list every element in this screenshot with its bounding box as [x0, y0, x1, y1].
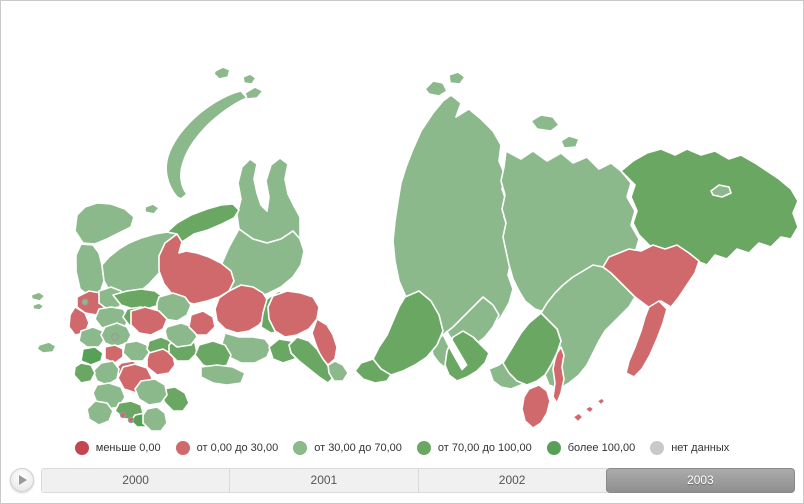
map-region[interactable]	[73, 362, 96, 384]
map-region[interactable]	[110, 333, 119, 342]
legend-item[interactable]: от 0,00 до 30,00	[175, 441, 279, 455]
map-region[interactable]	[188, 310, 216, 336]
legend-label: от 70,00 до 100,00	[437, 442, 532, 454]
timeline-year-cell[interactable]: 2001	[229, 468, 419, 493]
legend-swatch	[650, 441, 665, 455]
map-region[interactable]	[572, 412, 584, 423]
map-region[interactable]	[448, 71, 466, 85]
year-bar: 2000 2001 2002 2003	[41, 468, 795, 493]
map-region[interactable]	[236, 157, 301, 244]
map-region[interactable]	[156, 292, 192, 322]
map-region[interactable]	[74, 202, 135, 245]
timeline-year-cell[interactable]: 2003	[605, 468, 795, 493]
map-legend: меньше 0,00 от 0,00 до 30,00 от 30,00 до…	[1, 438, 803, 458]
map-region[interactable]	[122, 340, 150, 362]
timeline-year-cell[interactable]: 2002	[417, 468, 607, 493]
play-button[interactable]	[10, 468, 34, 492]
play-icon	[19, 475, 27, 485]
map-region[interactable]	[521, 384, 551, 429]
map-region[interactable]	[424, 80, 448, 97]
map-region[interactable]	[560, 135, 580, 149]
map-region[interactable]	[80, 346, 104, 366]
map-region[interactable]	[146, 348, 176, 376]
map-region[interactable]	[142, 406, 168, 432]
map-region[interactable]	[194, 340, 232, 370]
map-region[interactable]	[200, 364, 246, 386]
legend-item[interactable]: меньше 0,00	[74, 441, 161, 455]
map-region[interactable]	[213, 66, 231, 80]
legend-label: от 0,00 до 30,00	[196, 442, 279, 454]
legend-label: более 100,00	[567, 442, 636, 454]
map-region[interactable]	[165, 90, 248, 200]
map-region[interactable]	[127, 416, 135, 424]
map-region[interactable]	[267, 290, 320, 338]
map-region[interactable]	[552, 346, 565, 404]
legend-item[interactable]: от 70,00 до 100,00	[416, 441, 532, 455]
timeline-year-cell[interactable]: 2000	[41, 468, 231, 493]
map-region[interactable]	[32, 302, 45, 311]
map-region[interactable]	[372, 290, 444, 376]
legend-label: нет данных	[671, 442, 730, 454]
legend-swatch	[175, 441, 190, 455]
map-region[interactable]	[36, 341, 57, 354]
map-region[interactable]	[144, 203, 160, 215]
map-region[interactable]	[242, 73, 257, 85]
map-region[interactable]	[164, 322, 198, 348]
map-region[interactable]	[166, 203, 240, 243]
map-region[interactable]	[354, 358, 392, 384]
legend-label: меньше 0,00	[95, 442, 161, 454]
map-region[interactable]	[134, 378, 168, 406]
map-region[interactable]	[327, 360, 349, 382]
map-region[interactable]	[288, 336, 335, 384]
map-region[interactable]	[444, 330, 490, 382]
map-region[interactable]	[86, 400, 114, 426]
legend-item[interactable]: от 30,00 до 70,00	[293, 441, 402, 455]
legend-swatch	[74, 441, 89, 455]
map-region[interactable]	[78, 326, 106, 348]
map-region[interactable]	[130, 306, 168, 336]
map-region[interactable]	[710, 184, 732, 198]
map-region[interactable]	[502, 312, 562, 386]
map-region[interactable]	[625, 300, 668, 378]
map-region[interactable]	[214, 284, 270, 334]
map-region[interactable]	[584, 405, 595, 414]
map-region[interactable]	[244, 86, 264, 100]
legend-item[interactable]: нет данных	[650, 441, 729, 455]
lake-baikal	[442, 330, 468, 371]
map-region[interactable]	[75, 243, 105, 297]
map-region[interactable]	[530, 114, 560, 132]
map-region[interactable]	[596, 397, 606, 406]
timeline: 2000 2001 2002 2003	[1, 464, 803, 498]
legend-swatch	[416, 441, 431, 455]
map-region[interactable]	[104, 344, 124, 364]
legend-label: от 30,00 до 70,00	[314, 442, 402, 454]
map-region[interactable]	[30, 291, 46, 302]
legend-item[interactable]: более 100,00	[546, 441, 636, 455]
map-region[interactable]	[620, 148, 799, 276]
map-region[interactable]	[119, 411, 127, 419]
map-region[interactable]	[311, 318, 338, 366]
legend-swatch	[546, 441, 561, 455]
map-region[interactable]	[92, 360, 120, 386]
map-region[interactable]	[158, 233, 235, 305]
legend-swatch	[293, 441, 308, 455]
map-region[interactable]	[81, 298, 89, 306]
